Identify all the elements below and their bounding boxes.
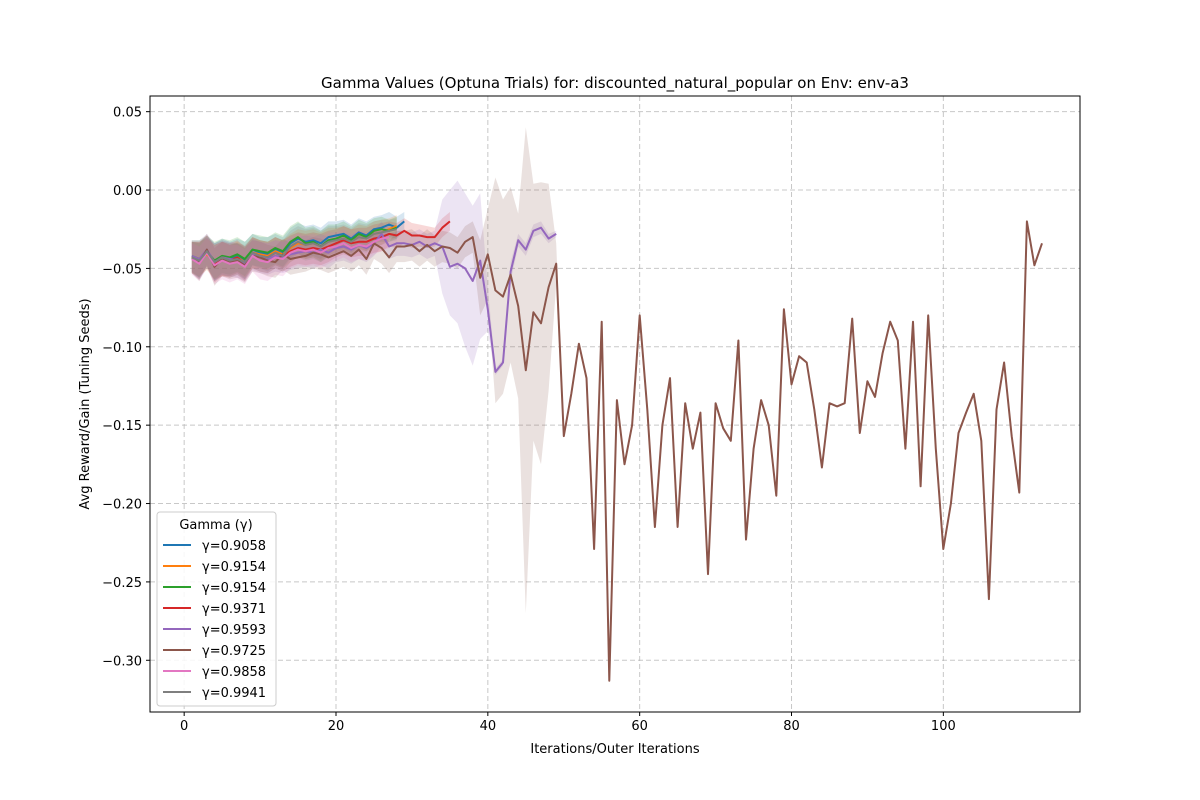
legend-box [156,511,277,707]
series-line-7 [191,228,397,264]
y-axis-label: Avg Reward/Gain (Tuning Seeds) [78,298,93,509]
legend-entry: γ=0.9858 [202,665,266,680]
x-tick-label: 0 [180,719,188,734]
x-tick-label: 100 [931,719,956,734]
legend-entry: γ=0.9154 [202,581,266,596]
y-axis-ticks: 0.05 0.00 −0.05 −0.10 −0.15 −0.20 −0.25 −0.30 [102,106,150,669]
x-tick-label: 40 [480,719,497,734]
legend-entry: γ=0.9941 [202,686,266,701]
y-tick-label: −0.05 [102,262,142,277]
series-line-2 [191,226,398,262]
x-axis-ticks: 0 20 40 60 80 100 [180,712,956,734]
legend-entry: γ=0.9725 [202,644,266,659]
series-line-6 [191,236,390,268]
y-tick-label: 0.00 [113,184,142,199]
plot-frame [149,95,1081,713]
x-tick-label: 80 [783,719,800,734]
legend: Gamma (γ) γ=0.9058 γ=0.9154 γ=0.9154 γ=0.93… [156,511,277,707]
x-tick-label: 20 [328,719,345,734]
y-tick-label: −0.20 [102,498,142,513]
series-line-5 [191,220,1043,682]
legend-entry: γ=0.9593 [202,623,266,638]
series-lines [191,220,1043,682]
confidence-band-4 [191,180,557,375]
legend-items: γ=0.9058 γ=0.9154 γ=0.9154 γ=0.9371 γ=0.9593… [163,539,266,701]
legend-entry: γ=0.9154 [202,560,266,575]
x-tick-label: 60 [631,719,648,734]
legend-entry: γ=0.9058 [202,539,266,554]
y-tick-label: −0.25 [102,576,142,591]
legend-entry: γ=0.9371 [202,602,266,617]
grid [150,96,1080,712]
y-tick-label: −0.15 [102,419,142,434]
y-tick-label: 0.05 [113,106,142,121]
legend-title: Gamma (γ) [179,518,252,533]
y-tick-label: −0.30 [102,654,142,669]
y-tick-label: −0.10 [102,341,142,356]
x-axis-label: Iterations/Outer Iterations [530,742,699,757]
chart-title: Gamma Values (Optuna Trials) for: discou… [321,74,909,93]
